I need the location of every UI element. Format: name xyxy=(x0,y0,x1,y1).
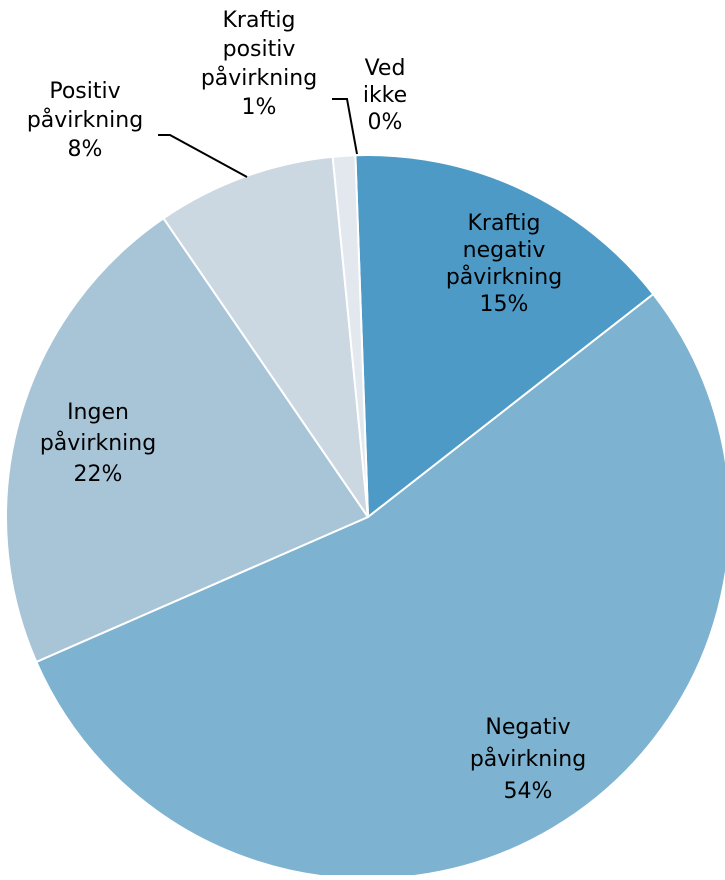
pie-slice xyxy=(354,154,655,519)
slice-value-label: 0% xyxy=(368,110,403,135)
slice-label: Positiv påvirkning 8% xyxy=(27,79,143,162)
slice-name-label: Positiv xyxy=(49,79,120,104)
leader-line xyxy=(158,134,248,178)
slice-value-label: 1% xyxy=(242,95,277,120)
leader-lines xyxy=(158,98,358,178)
slice-name-label: positiv xyxy=(223,37,296,62)
slice-name-label: Ved xyxy=(365,56,406,81)
slice-name-label: påvirkning xyxy=(40,430,156,456)
slice-name-label: påvirkning xyxy=(201,65,317,91)
slice-name-label: påvirkning xyxy=(470,746,586,772)
slice-name-label: negativ xyxy=(463,238,546,263)
slice-label: Ingen påvirkning 22% xyxy=(40,400,156,487)
leader-line xyxy=(332,98,358,155)
slice-name-label: ikke xyxy=(363,83,407,108)
slice-label: Kraftig positiv påvirkning 1% xyxy=(201,8,317,120)
slice-name-label: Negativ xyxy=(485,715,570,740)
slice-value-label: 15% xyxy=(480,292,529,317)
slice-label: Ved ikke 0% xyxy=(363,56,407,135)
pie-slice xyxy=(162,155,369,518)
pie-slice xyxy=(34,292,725,880)
slice-name-label: Kraftig xyxy=(467,211,540,236)
pie-slices xyxy=(5,154,725,880)
pie-slice xyxy=(5,216,370,664)
slice-value-label: 22% xyxy=(74,462,123,487)
pie-slice xyxy=(331,154,369,518)
slice-name-label: Kraftig xyxy=(222,8,295,33)
slice-value-label: 8% xyxy=(68,137,103,162)
slice-label: Negativ påvirkning 54% xyxy=(470,715,586,804)
slice-label: Kraftig negativ påvirkning 15% xyxy=(446,211,562,317)
slice-name-label: påvirkning xyxy=(27,107,143,133)
slice-value-label: 54% xyxy=(504,779,553,804)
slice-labels: Ved ikke 0%Kraftig negativ påvirkning 15%Nega… xyxy=(27,8,586,804)
slice-name-label: Ingen xyxy=(67,400,129,425)
slice-name-label: påvirkning xyxy=(446,264,562,290)
